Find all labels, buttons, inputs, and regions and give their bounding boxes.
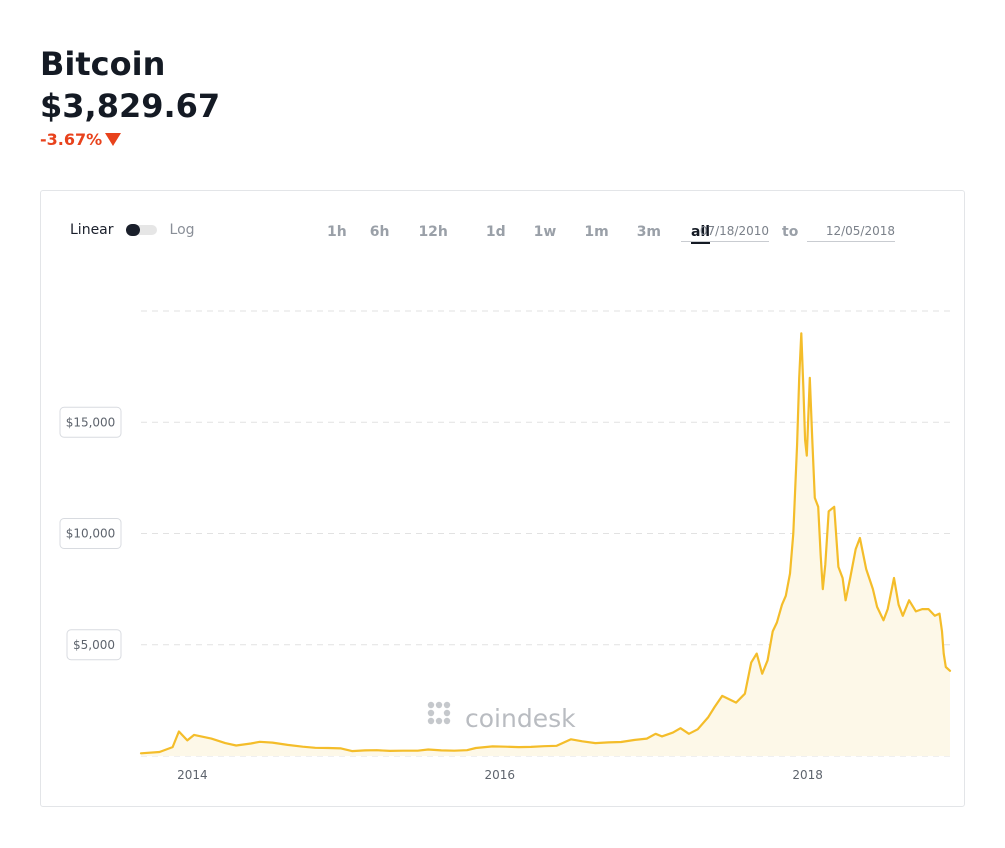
y-tick-label: $15,000 [66,415,116,429]
range-12h[interactable]: 12h [418,224,448,240]
range-1w[interactable]: 1w [533,224,557,240]
price-change: -3.67% [40,130,220,149]
range-1d[interactable]: 1d [485,224,506,240]
scale-toggle: Linear Log [70,222,195,238]
to-label: to [782,224,799,240]
y-tick-box [59,406,122,438]
coindesk-logo-icon [427,701,451,725]
scale-log-label[interactable]: Log [169,222,195,238]
watermark-text: coindesk [465,704,576,733]
from-date-input[interactable] [681,224,769,242]
current-price: $3,829.67 [40,87,221,125]
to-date-input[interactable] [807,224,895,242]
y-tick-label: $5,000 [73,638,115,652]
scale-linear-label[interactable]: Linear [70,222,114,238]
range-6h[interactable]: 6h [369,224,390,240]
range-1h[interactable]: 1h [327,224,347,240]
x-tick-label: 2016 [485,768,516,782]
switch-knob [125,224,140,236]
down-arrow-icon [105,133,122,146]
x-tick-label: 2018 [792,768,823,782]
y-tick-box [59,518,122,549]
range-1m[interactable]: 1m [584,224,609,240]
scale-switch[interactable] [125,224,157,236]
price-chart: $5,000 $10,000 $15,000 2014 2016 2018 coindesk [59,310,952,782]
x-tick-label: 2014 [177,768,208,782]
series-area [141,333,950,756]
price-change-value: -3.67% [40,130,103,149]
range-3m[interactable]: 3m [636,224,662,240]
y-tick-label: $10,000 [66,527,116,541]
series-line [139,332,952,755]
asset-header: Bitcoin $3,829.67 -3.67% [40,44,220,149]
y-tick-box [66,629,122,661]
asset-name: Bitcoin [40,45,166,83]
